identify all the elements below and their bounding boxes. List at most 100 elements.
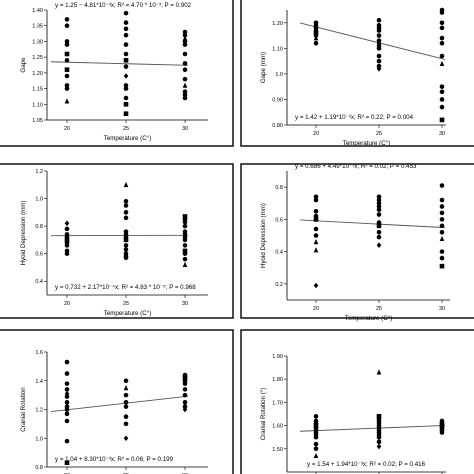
data-point-circle [123, 243, 129, 248]
data-point-triangle [123, 181, 129, 188]
data-point-circle [439, 97, 445, 102]
data-point-circle [376, 207, 382, 212]
data-point-circle [182, 256, 188, 262]
regression-equation: y = 1.25 − 4.81*10⁻³x; R² = 4.70 * 10⁻³;… [55, 2, 192, 9]
regression-line [299, 22, 446, 60]
y-tick-label: 1.15 [32, 87, 43, 93]
data-point-circle [439, 210, 445, 216]
x-tick-label: 25 [376, 306, 382, 312]
data-point-triangle [313, 247, 319, 253]
data-point-circle [439, 217, 445, 222]
data-point-circle [439, 40, 445, 46]
y-tick-label: 1.70 [272, 400, 283, 406]
data-point-diamond [182, 406, 188, 413]
data-point-circle [182, 95, 188, 101]
data-point-diamond [376, 40, 382, 47]
data-point-circle [439, 197, 445, 203]
data-point-circle [123, 42, 129, 47]
data-point-circle [64, 411, 70, 417]
data-point-circle [64, 73, 70, 79]
data-point-diamond [313, 282, 319, 289]
data-point-circle [64, 83, 70, 88]
x-tick-label: 20 [64, 126, 70, 132]
data-point-circle [376, 434, 382, 440]
y-tick-label: 1.30 [32, 39, 43, 45]
data-point-square [376, 223, 382, 229]
y-tick-label: 1.0 [35, 436, 43, 442]
data-point-square [376, 414, 382, 419]
panel-frame-4 [240, 163, 474, 319]
data-point-circle [123, 20, 129, 25]
data-point-circle [123, 255, 129, 261]
x-tick-label: 30 [182, 126, 188, 132]
data-point-circle [313, 226, 319, 232]
panel-frame-5 [0, 329, 234, 474]
y-tick-label: 1.0 [35, 197, 43, 203]
data-point-triangle [376, 369, 382, 375]
y-tick-label: 1.6 [35, 350, 43, 356]
data-point-circle [123, 51, 129, 57]
panel-c: 0.4 0.6 0.8 1.0 1.2 20 25 30 Hyoid Depression (m… [20, 169, 208, 317]
data-point-circle [64, 39, 70, 44]
y-axis-label: Gape [20, 57, 27, 73]
data-point-circle [313, 434, 319, 440]
data-point-circle [182, 237, 188, 243]
regression-line [299, 219, 446, 229]
data-point-circle [123, 203, 129, 208]
data-point-circle [182, 89, 188, 95]
y-axis-label: Hyoid Depression (mm) [260, 203, 267, 268]
data-point-square [182, 375, 188, 381]
y-tick-label: 1.2 [35, 169, 43, 175]
data-point-circle [182, 251, 188, 256]
data-point-triangle [313, 239, 319, 245]
data-point-circle [123, 247, 129, 252]
data-point-circle [376, 234, 382, 240]
y-tick-label: 0.8 [35, 465, 43, 471]
data-point-circle [123, 392, 129, 398]
data-point-circle [439, 35, 445, 41]
data-point-circle [123, 215, 129, 221]
regression-equation: y = 1.04 + 8.30*10⁻³x; R² = 0.06; P = 0.… [55, 456, 174, 463]
y-tick-label: 1.2 [35, 408, 43, 414]
data-point-circle [376, 229, 382, 235]
data-point-circle [182, 67, 188, 73]
data-point-circle [182, 51, 188, 57]
y-axis-label: Gape (mm) [260, 52, 267, 83]
data-point-square [313, 30, 319, 36]
panel-frame-3 [0, 163, 234, 319]
y-tick-label: 0.80 [272, 123, 283, 129]
data-point-circle [123, 83, 129, 88]
data-point-circle [123, 404, 129, 409]
data-point-square [64, 67, 70, 73]
data-point-triangle [123, 385, 129, 391]
y-tick-label: 1.35 [32, 24, 43, 30]
data-point-circle [313, 197, 319, 203]
y-tick-label: 0.6 [275, 217, 283, 223]
data-point-circle [64, 42, 70, 47]
x-tick-label: 30 [439, 306, 445, 312]
data-point-diamond [376, 443, 382, 450]
y-tick-label: 0.4 [35, 279, 43, 285]
data-point-square [439, 117, 445, 123]
data-point-diamond [123, 73, 129, 79]
data-point-circle [376, 204, 382, 209]
data-point-circle [439, 104, 445, 110]
x-tick-label: 25 [123, 126, 129, 132]
data-point-triangle [64, 98, 70, 104]
data-point-square [64, 51, 70, 57]
data-point-circle [439, 84, 445, 89]
data-point-circle [64, 400, 70, 405]
data-point-triangle [182, 82, 188, 88]
regression-equation: y = 1.42 + 1.19*10⁻²x; R² = 0.22; P = 0.… [295, 114, 414, 121]
x-tick-label: 20 [313, 131, 319, 137]
data-point-circle [376, 197, 382, 203]
data-point-circle [123, 86, 129, 91]
x-axis-label: Temperature (C°) [104, 310, 152, 317]
regression-equation: y = 0.686 + 4.49*10⁻³x; R² = 0.02; P = 0… [295, 163, 417, 170]
regression-line [50, 395, 189, 413]
data-point-circle [123, 199, 129, 204]
y-tick-label: 0.8 [35, 224, 43, 230]
x-tick-label: 20 [313, 306, 319, 312]
